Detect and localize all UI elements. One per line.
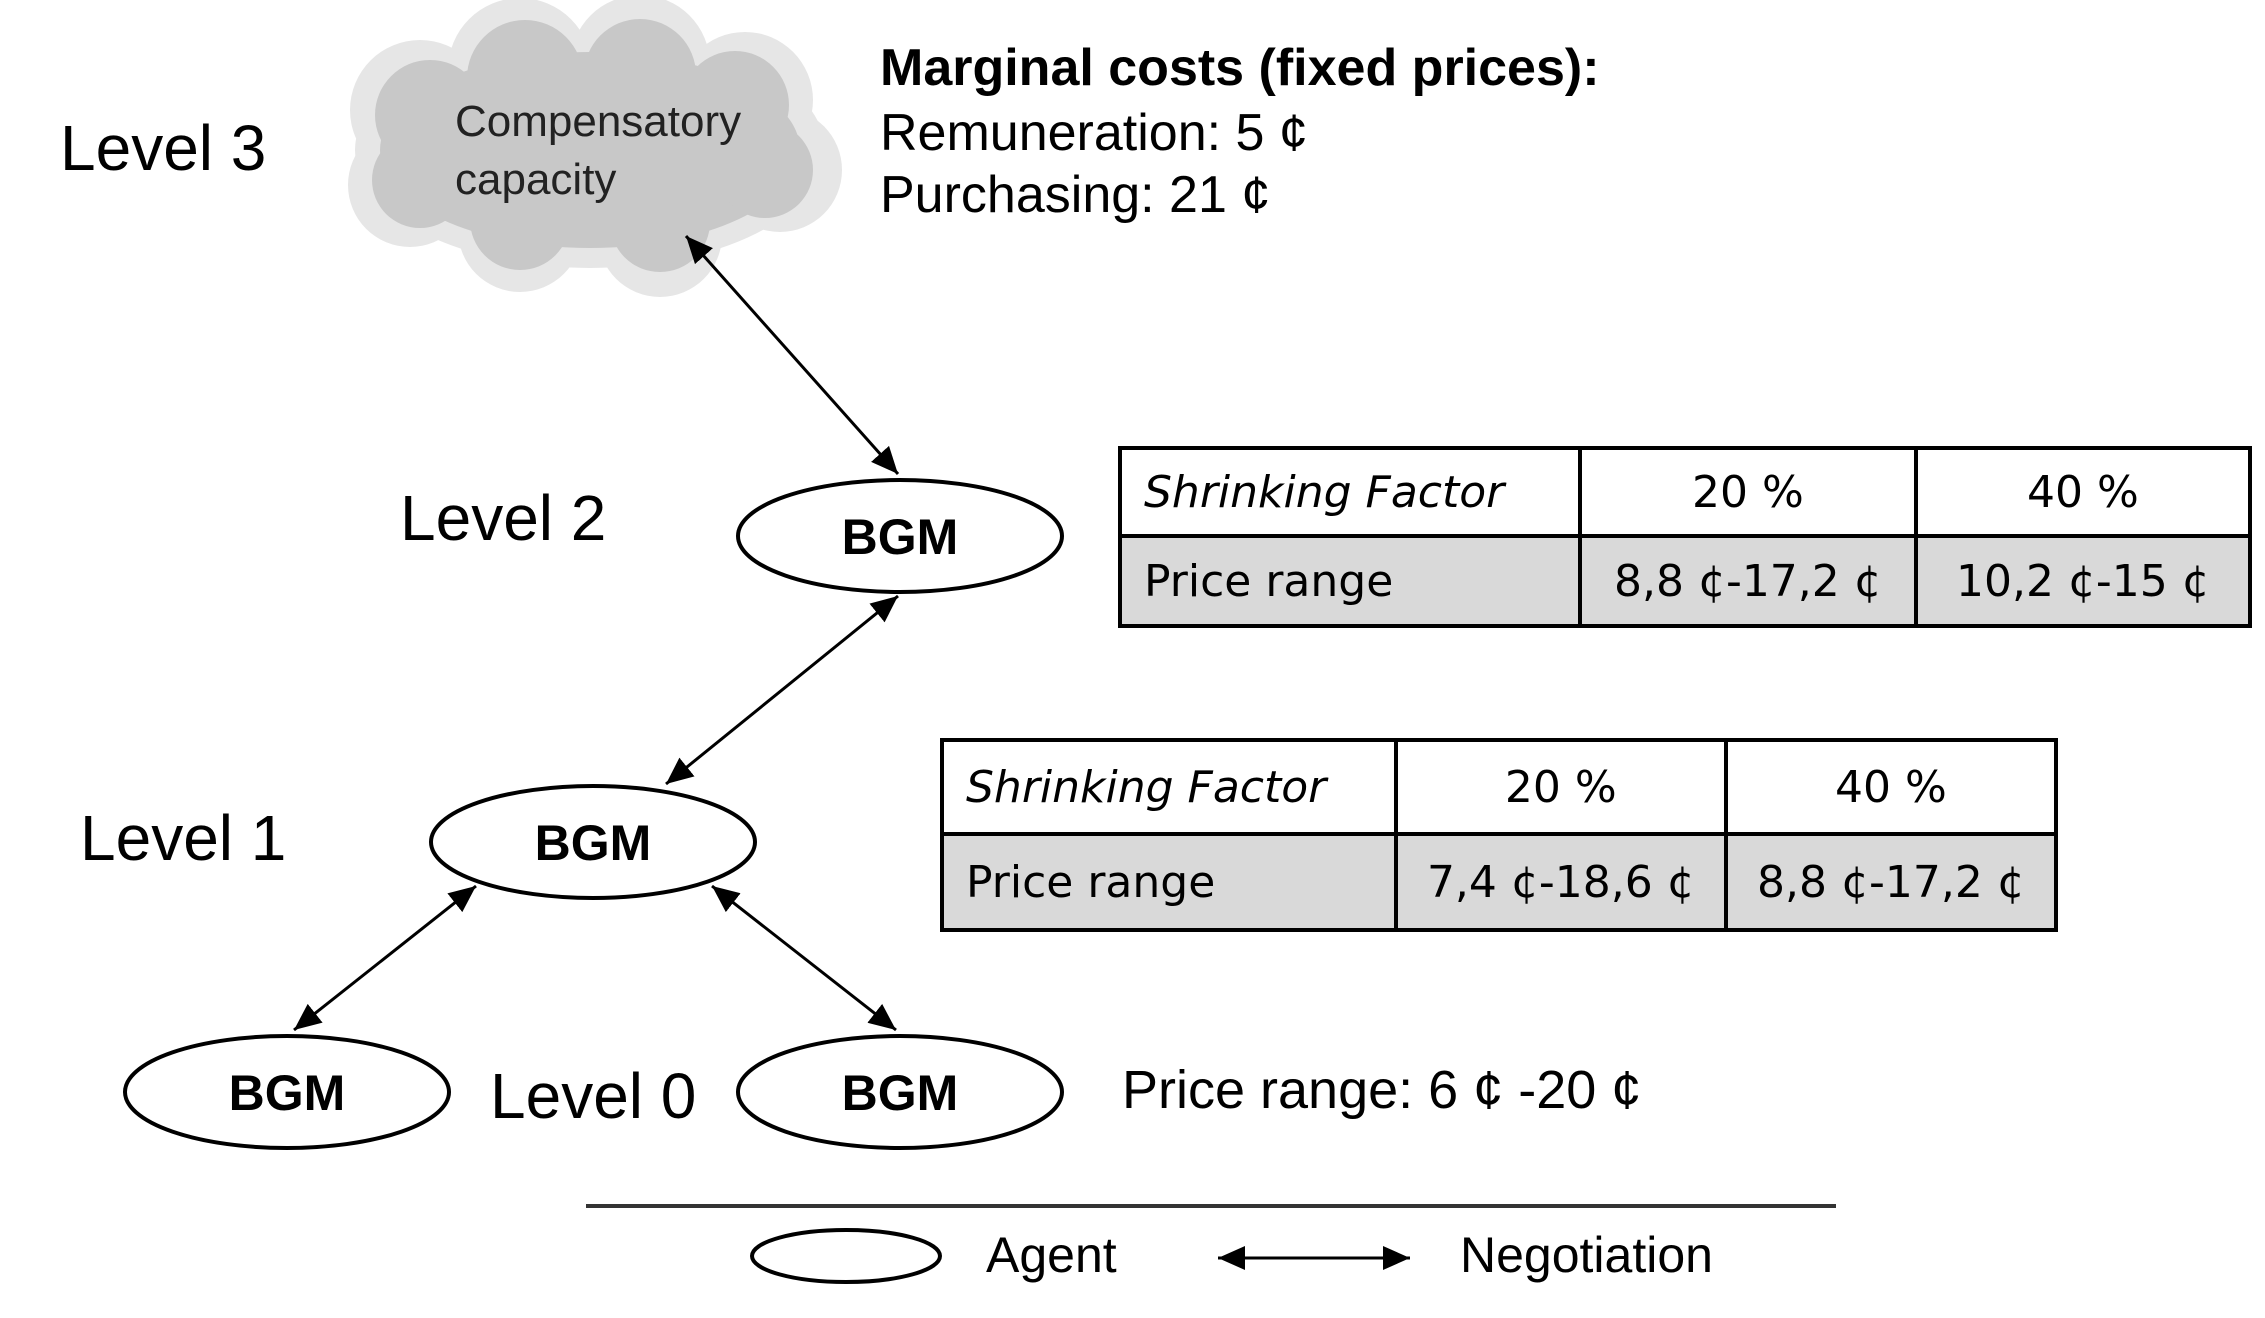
table-header-label: Shrinking Factor bbox=[1117, 446, 1583, 538]
agent-level-0-left: BGM bbox=[123, 1034, 451, 1150]
compensatory-capacity-cloud: Compensatory capacity bbox=[348, 0, 842, 297]
shrinking-factor-table-level-2: Shrinking Factor 20 % 40 % Price range 8… bbox=[1117, 446, 2253, 628]
table-header-40: 40 % bbox=[1913, 446, 2253, 538]
legend-negotiation-label: Negotiation bbox=[1460, 1227, 1713, 1283]
table-cell-40: 10,2 ¢-15 ¢ bbox=[1913, 534, 2253, 628]
cloud-label-line2: capacity bbox=[455, 155, 616, 204]
table-header-20: 20 % bbox=[1393, 738, 1728, 836]
level-1-label: Level 1 bbox=[80, 802, 286, 874]
negotiation-arrow-level2-level1 bbox=[665, 594, 899, 786]
agent-level-0-right: BGM bbox=[736, 1034, 1064, 1150]
table-row-label: Price range bbox=[1117, 534, 1583, 628]
agent-level-0-right-label: BGM bbox=[842, 1065, 959, 1121]
legend-agent-symbol bbox=[750, 1228, 942, 1284]
legend-agent-label: Agent bbox=[986, 1227, 1117, 1283]
table-header-label: Shrinking Factor bbox=[940, 738, 1398, 836]
table-cell-20: 8,8 ¢-17,2 ¢ bbox=[1578, 534, 1918, 628]
marginal-costs-purchasing: Purchasing: 21 ¢ bbox=[880, 166, 1270, 224]
agent-level-0-left-label: BGM bbox=[229, 1065, 346, 1121]
negotiation-arrow-level1-level0-right bbox=[711, 884, 897, 1032]
table-row-label: Price range bbox=[940, 832, 1398, 932]
level-3-label: Level 3 bbox=[60, 112, 266, 184]
agent-level-2: BGM bbox=[736, 478, 1064, 594]
agent-level-1-label: BGM bbox=[535, 815, 652, 871]
marginal-costs-remuneration: Remuneration: 5 ¢ bbox=[880, 104, 1308, 162]
negotiation-arrow-cloud-level2 bbox=[684, 235, 900, 475]
table-header-40: 40 % bbox=[1723, 738, 2059, 836]
table-cell-40: 8,8 ¢-17,2 ¢ bbox=[1723, 832, 2059, 932]
agent-level-2-label: BGM bbox=[842, 509, 959, 565]
level-0-label: Level 0 bbox=[490, 1060, 696, 1132]
table-cell-20: 7,4 ¢-18,6 ¢ bbox=[1393, 832, 1728, 932]
level-2-label: Level 2 bbox=[400, 482, 606, 554]
level-0-price-range: Price range: 6 ¢ -20 ¢ bbox=[1122, 1060, 1641, 1120]
shrinking-factor-table-level-1: Shrinking Factor 20 % 40 % Price range 7… bbox=[940, 738, 2059, 932]
agent-level-1: BGM bbox=[429, 784, 757, 900]
table-header-20: 20 % bbox=[1578, 446, 1918, 538]
cloud-label-line1: Compensatory bbox=[455, 97, 741, 146]
negotiation-arrow-level1-level0-left bbox=[293, 884, 477, 1032]
legend: Agent Negotiation bbox=[750, 1227, 1713, 1284]
marginal-costs-title: Marginal costs (fixed prices): bbox=[880, 39, 1600, 97]
